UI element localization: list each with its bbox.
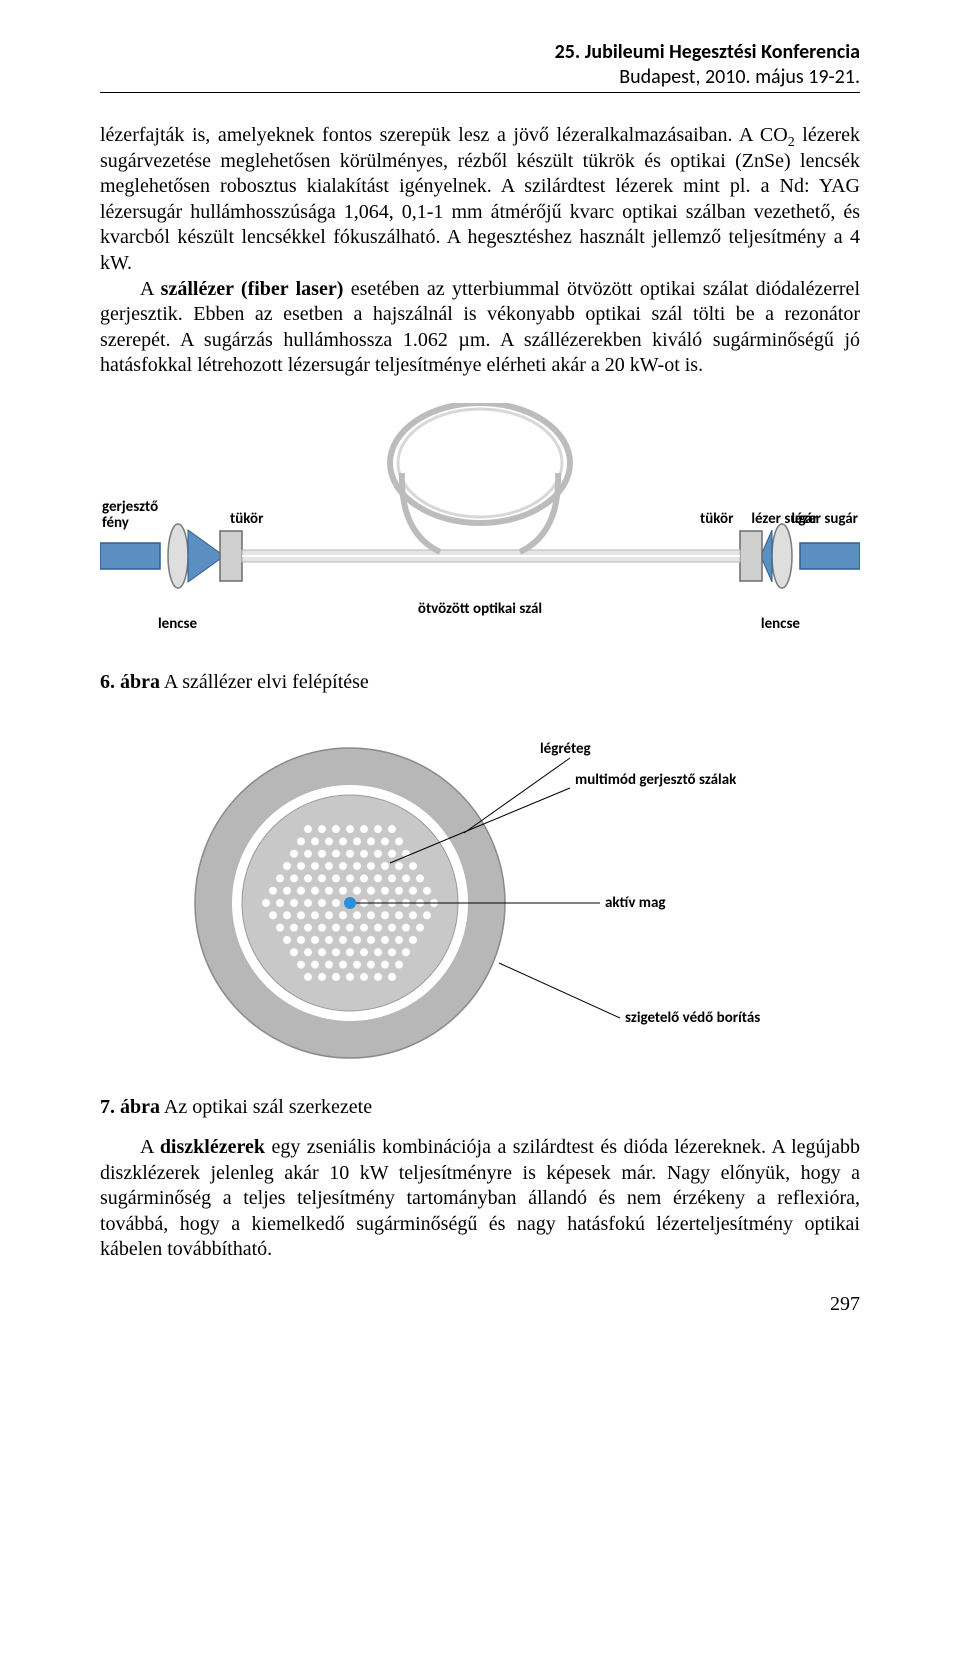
- svg-text:aktív mag: aktív mag: [605, 894, 666, 912]
- figure-7: légréteg multimód gerjesztő szálak aktív m…: [100, 718, 860, 1078]
- header-line1: 25. Jubileumi Hegesztési Konferencia: [100, 40, 860, 65]
- header-line2: Budapest, 2010. május 19-21.: [100, 65, 860, 90]
- svg-text:szigetelő védő borítás: szigetelő védő borítás: [625, 1009, 760, 1027]
- p3-part1: A: [140, 1136, 160, 1158]
- p2-bold: szállézer (fiber laser): [161, 278, 344, 300]
- p3-bold: diszklézerek: [160, 1136, 265, 1158]
- svg-text:multimód gerjesztő szálak: multimód gerjesztő szálak: [575, 771, 737, 789]
- svg-text:légréteg: légréteg: [540, 740, 591, 758]
- fig6-caption-bold: 6. ábra: [100, 671, 160, 693]
- paragraph-2: A szállézer (fiber laser) esetében az yt…: [100, 277, 860, 379]
- svg-text:lézer sugár: lézer sugár: [791, 510, 858, 528]
- p2-part1: A: [140, 278, 161, 300]
- fig6-caption-text: A szállézer elvi felépítése: [160, 671, 369, 693]
- paragraph-1: lézerfajták is, amelyeknek fontos szerep…: [100, 123, 860, 277]
- svg-text:lencse: lencse: [761, 615, 801, 633]
- svg-text:lencse: lencse: [158, 615, 198, 633]
- figure-7-svg: légréteg multimód gerjesztő szálak aktív m…: [100, 718, 860, 1078]
- svg-text:ötvözött optikai szál: ötvözött optikai szál: [418, 600, 542, 618]
- fig7-caption-bold: 7. ábra: [100, 1096, 160, 1118]
- figure-7-caption: 7. ábra Az optikai szál szerkezete: [100, 1096, 860, 1119]
- p1-part2: lézerek sugárvezetése meglehetősen körül…: [100, 124, 860, 274]
- svg-text:fény: fény: [102, 514, 130, 532]
- figure-6-svg: gerjesztőfénytükörtükörlézer sugárötvözö…: [100, 403, 860, 653]
- svg-text:tükör: tükör: [700, 510, 734, 528]
- figure-6-caption: 6. ábra A szállézer elvi felépítése: [100, 671, 860, 694]
- paragraph-3: A diszklézerek egy zseniális kombinációj…: [100, 1135, 860, 1263]
- page-header: 25. Jubileumi Hegesztési Konferencia Bud…: [100, 40, 860, 93]
- svg-text:tükör: tükör: [230, 510, 264, 528]
- fig7-caption-text: Az optikai szál szerkezete: [160, 1096, 372, 1118]
- p1-part1: lézerfajták is, amelyeknek fontos szerep…: [100, 124, 788, 146]
- figure-6: gerjesztőfénytükörtükörlézer sugárötvözö…: [100, 403, 860, 653]
- p1-sub: 2: [788, 135, 795, 150]
- page-number: 297: [100, 1293, 860, 1316]
